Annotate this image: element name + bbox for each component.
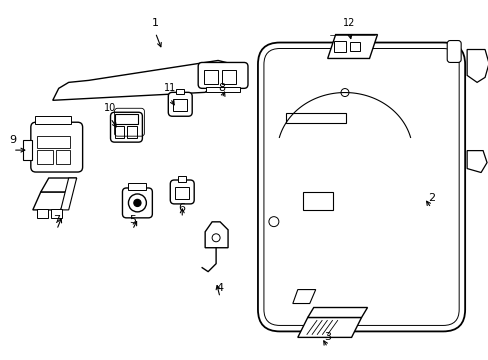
Bar: [56, 150, 69, 164]
Text: 6: 6: [179, 203, 185, 213]
Bar: [127, 126, 137, 138]
Text: 7: 7: [53, 215, 60, 225]
Bar: [203, 71, 218, 84]
FancyBboxPatch shape: [168, 92, 192, 116]
Text: 3: 3: [324, 332, 330, 342]
Polygon shape: [307, 307, 367, 318]
FancyBboxPatch shape: [170, 180, 194, 204]
Bar: [37, 136, 69, 148]
Polygon shape: [292, 289, 315, 303]
Text: 11: 11: [164, 83, 176, 93]
Bar: [176, 89, 184, 94]
Circle shape: [134, 199, 141, 206]
Bar: [51, 209, 61, 218]
Bar: [222, 71, 236, 84]
Bar: [285, 113, 345, 123]
Bar: [333, 41, 345, 53]
FancyBboxPatch shape: [122, 188, 152, 218]
Text: 9: 9: [9, 135, 17, 145]
Text: 2: 2: [427, 193, 434, 203]
Bar: [128, 183, 146, 190]
Polygon shape: [33, 192, 68, 210]
FancyBboxPatch shape: [447, 41, 460, 62]
Polygon shape: [466, 150, 486, 172]
Bar: [175, 187, 189, 199]
FancyBboxPatch shape: [31, 122, 82, 172]
FancyBboxPatch shape: [198, 62, 247, 88]
Text: 1: 1: [152, 18, 159, 28]
Bar: [302, 192, 332, 210]
Bar: [114, 114, 138, 124]
Bar: [37, 209, 48, 218]
Polygon shape: [297, 318, 361, 337]
FancyBboxPatch shape: [258, 42, 464, 332]
Text: 5: 5: [129, 215, 136, 225]
Bar: [35, 116, 71, 124]
FancyBboxPatch shape: [110, 112, 142, 142]
Bar: [178, 176, 186, 182]
Bar: [173, 99, 187, 111]
Text: 12: 12: [343, 18, 355, 28]
Polygon shape: [466, 50, 488, 82]
Text: 4: 4: [216, 283, 223, 293]
Bar: [23, 140, 32, 160]
Polygon shape: [41, 178, 77, 192]
Polygon shape: [61, 178, 77, 210]
Text: 8: 8: [218, 83, 225, 93]
Polygon shape: [53, 60, 229, 100]
FancyBboxPatch shape: [264, 49, 458, 325]
Bar: [206, 87, 240, 92]
Polygon shape: [205, 222, 227, 248]
Bar: [114, 126, 124, 138]
Bar: [349, 41, 359, 51]
Bar: [37, 150, 53, 164]
Polygon shape: [327, 35, 377, 58]
Text: 10: 10: [104, 103, 117, 113]
